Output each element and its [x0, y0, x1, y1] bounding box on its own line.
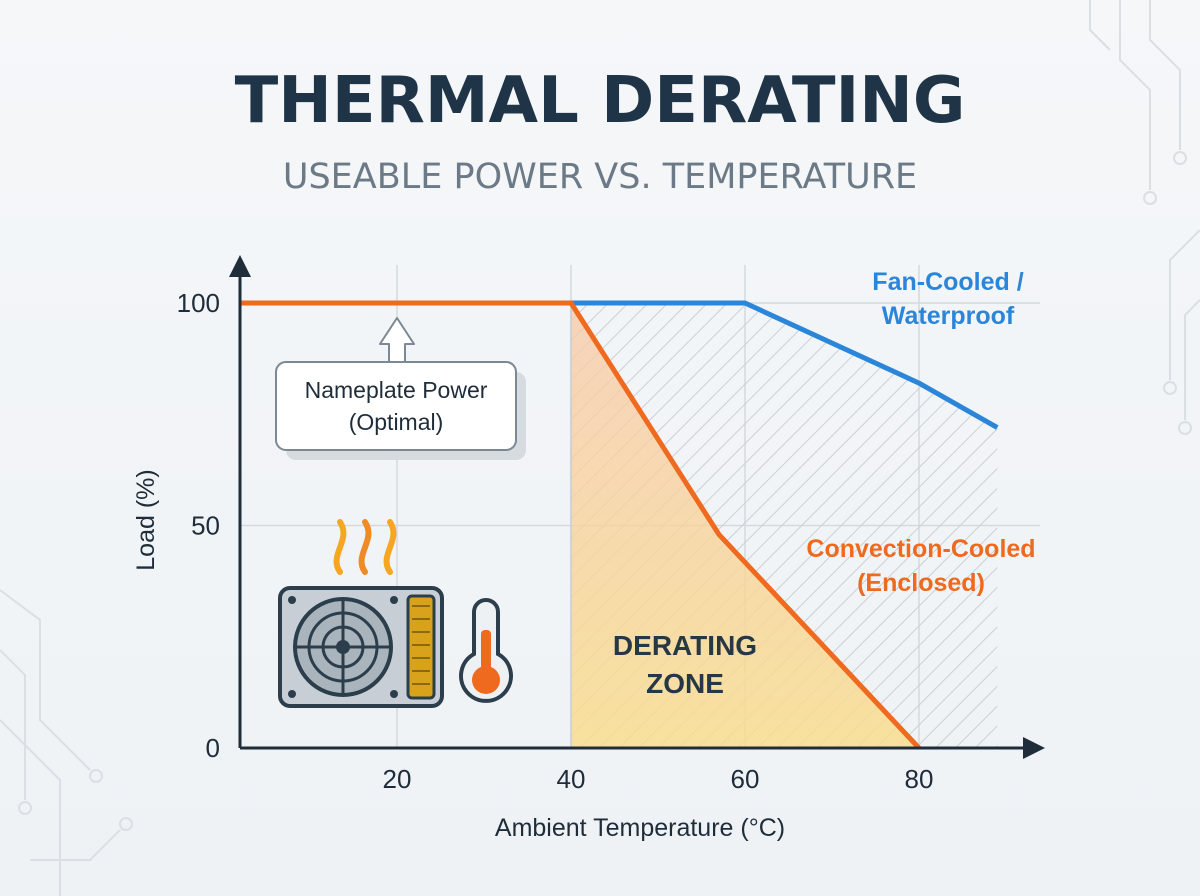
zone-label-line: ZONE — [646, 668, 724, 699]
callout-nameplate-power: Nameplate Power (Optimal) — [305, 377, 488, 435]
power-supply-icon — [278, 586, 444, 708]
thermometer-icon — [459, 598, 513, 703]
x-axis-arrow — [1023, 737, 1045, 759]
plot-area: 20 40 60 80 0 50 100 Ambient Temperature (°C) Lo… — [132, 255, 1045, 842]
callout-arrow — [379, 317, 415, 366]
derating-zone-fill — [571, 303, 919, 748]
series-label-line: Waterproof — [882, 302, 1015, 330]
y-tick-label: 50 — [191, 511, 220, 541]
series-label-line: Convection-Cooled — [806, 535, 1035, 563]
series-label-line: Fan-Cooled / — [872, 268, 1023, 296]
series-label-fan-cooled: Fan-Cooled / Waterproof — [872, 268, 1023, 330]
chart-title: THERMAL DERATING — [235, 64, 966, 138]
heat-wave — [333, 519, 347, 575]
y-tick-label: 100 — [177, 288, 220, 318]
thermometer-column — [481, 630, 491, 670]
callout-line: Nameplate Power — [305, 377, 488, 403]
psu-terminals — [406, 594, 436, 700]
psu-fan-hub — [336, 640, 350, 654]
callout-box — [275, 361, 517, 451]
series-label-line: (Enclosed) — [857, 569, 985, 597]
psu-screw — [288, 690, 296, 698]
zone-label-line: DERATING — [613, 630, 757, 661]
x-axis-label: Ambient Temperature (°C) — [495, 814, 785, 842]
series-line-convection-cooled — [240, 300, 921, 750]
psu-screw — [390, 596, 398, 604]
psu-screw — [390, 690, 398, 698]
psu-screw — [288, 596, 296, 604]
callout-line: (Optimal) — [349, 409, 444, 435]
heat-wave — [383, 519, 397, 575]
y-axis-label: Load (%) — [132, 469, 160, 570]
heat-wave — [358, 519, 372, 575]
x-tick-label: 40 — [557, 764, 586, 794]
y-axis-arrow — [229, 255, 251, 277]
chart-subtitle: USEABLE POWER VS. TEMPERATURE — [283, 157, 917, 197]
x-tick-label: 60 — [731, 764, 760, 794]
derating-zone-label: DERATING ZONE — [613, 630, 757, 699]
x-tick-label: 80 — [905, 764, 934, 794]
thermometer-bulb — [472, 666, 500, 694]
heat-waves-icon — [333, 519, 397, 575]
y-tick-label: 0 — [206, 733, 220, 763]
series-label-convection-cooled: Convection-Cooled (Enclosed) — [806, 535, 1035, 597]
x-tick-label: 20 — [383, 764, 412, 794]
